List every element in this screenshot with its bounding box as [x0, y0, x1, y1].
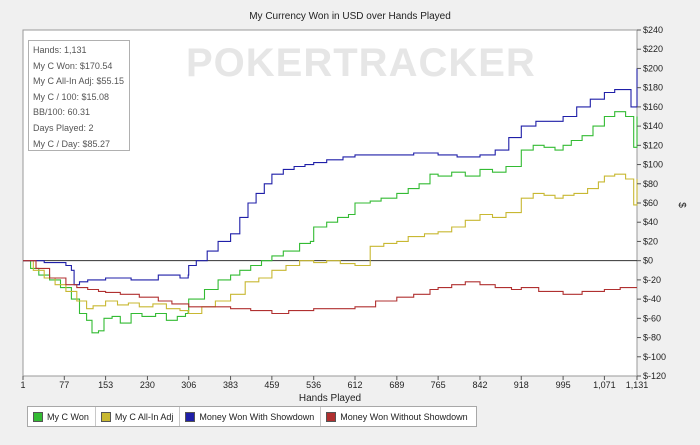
y-tick-label: $120: [643, 140, 663, 150]
stats-per-day: My C / Day: $85.27: [33, 138, 111, 149]
x-tick-label: 1,131: [626, 380, 649, 390]
x-tick-label: 536: [306, 380, 321, 390]
x-tick-label: 612: [347, 380, 362, 390]
chart-title: My Currency Won in USD over Hands Played: [249, 11, 451, 22]
legend-label: My C All-In Adj: [114, 411, 174, 422]
y-tick-label: $180: [643, 83, 663, 93]
y-tick-label: $-120: [643, 371, 666, 381]
series-line-2: [23, 68, 638, 286]
y-tick-label: $60: [643, 198, 658, 208]
x-tick-label: 459: [264, 380, 279, 390]
stats-box: Hands: 1,131 My C Won: $170.54 My C All-…: [28, 40, 130, 151]
x-tick-label: 306: [181, 380, 196, 390]
series-layer: [23, 68, 638, 334]
x-tick-label: 230: [140, 380, 155, 390]
y-tick-label: $-80: [643, 333, 661, 343]
x-tick-label: 153: [98, 380, 113, 390]
y-tick-label: $200: [643, 63, 663, 73]
x-tick-label: 765: [431, 380, 446, 390]
y-axis-label: $: [676, 202, 687, 208]
x-tick-label: 918: [514, 380, 529, 390]
x-tick-label: 1: [20, 380, 25, 390]
legend-label: Money Won Without Showdown: [340, 411, 468, 422]
legend-item-with-showdown[interactable]: Money Won With Showdown: [180, 407, 322, 426]
series-line-1: [23, 173, 638, 315]
x-tick-label: 1,071: [593, 380, 616, 390]
x-tick-label: 995: [556, 380, 571, 390]
stats-per-100: My C / 100: $15.08: [33, 91, 110, 102]
legend-item-without-showdown[interactable]: Money Won Without Showdown: [321, 407, 473, 426]
y-tick-label: $80: [643, 179, 658, 189]
y-tick-label: $160: [643, 102, 663, 112]
stats-bb-100: BB/100: 60.31: [33, 107, 91, 118]
x-axis: 1 77 153 230 306 383 459 536 612 689 765 842 918 995 1…: [20, 376, 648, 390]
legend-label: Money Won With Showdown: [199, 411, 315, 422]
y-tick-label: $40: [643, 217, 658, 227]
y-tick-label: $240: [643, 25, 663, 35]
y-tick-label: $-20: [643, 275, 661, 285]
x-tick-label: 383: [223, 380, 238, 390]
legend: My C Won My C All-In Adj Money Won With …: [27, 406, 477, 427]
legend-swatch: [185, 411, 196, 422]
y-tick-label: $-40: [643, 294, 661, 304]
y-tick-label: $-60: [643, 313, 661, 323]
legend-swatch: [326, 411, 337, 422]
stats-days-played: Days Played: 2: [33, 122, 94, 133]
y-tick-label: $100: [643, 160, 663, 170]
legend-swatch: [33, 411, 43, 422]
series-line-3: [23, 260, 637, 315]
stats-allin-adj: My C All-In Adj: $55.15: [33, 76, 125, 87]
y-tick-label: $140: [643, 121, 663, 131]
x-tick-label: 77: [59, 380, 69, 390]
y-tick-label: $220: [643, 44, 663, 54]
stats-won: My C Won: $170.54: [33, 60, 113, 71]
y-axis: $-120 $-100 $-80 $-60 $-40 $-20 $0 $20 $40 $60 $80…: [637, 25, 666, 381]
legend-label: My C Won: [47, 411, 89, 422]
x-axis-label: Hands Played: [299, 393, 361, 404]
legend-item-all-in-adj[interactable]: My C All-In Adj: [96, 407, 181, 426]
x-tick-label: 842: [472, 380, 487, 390]
y-tick-label: $20: [643, 236, 658, 246]
watermark: POKERTRACKER: [186, 41, 536, 85]
series-line-0: [23, 111, 638, 334]
legend-item-my-c-won[interactable]: My C Won: [28, 407, 96, 426]
stats-hands: Hands: 1,131: [33, 45, 87, 55]
legend-swatch: [100, 411, 111, 422]
y-tick-label: $-100: [643, 352, 666, 362]
x-tick-label: 689: [389, 380, 404, 390]
y-tick-label: $0: [643, 256, 653, 266]
